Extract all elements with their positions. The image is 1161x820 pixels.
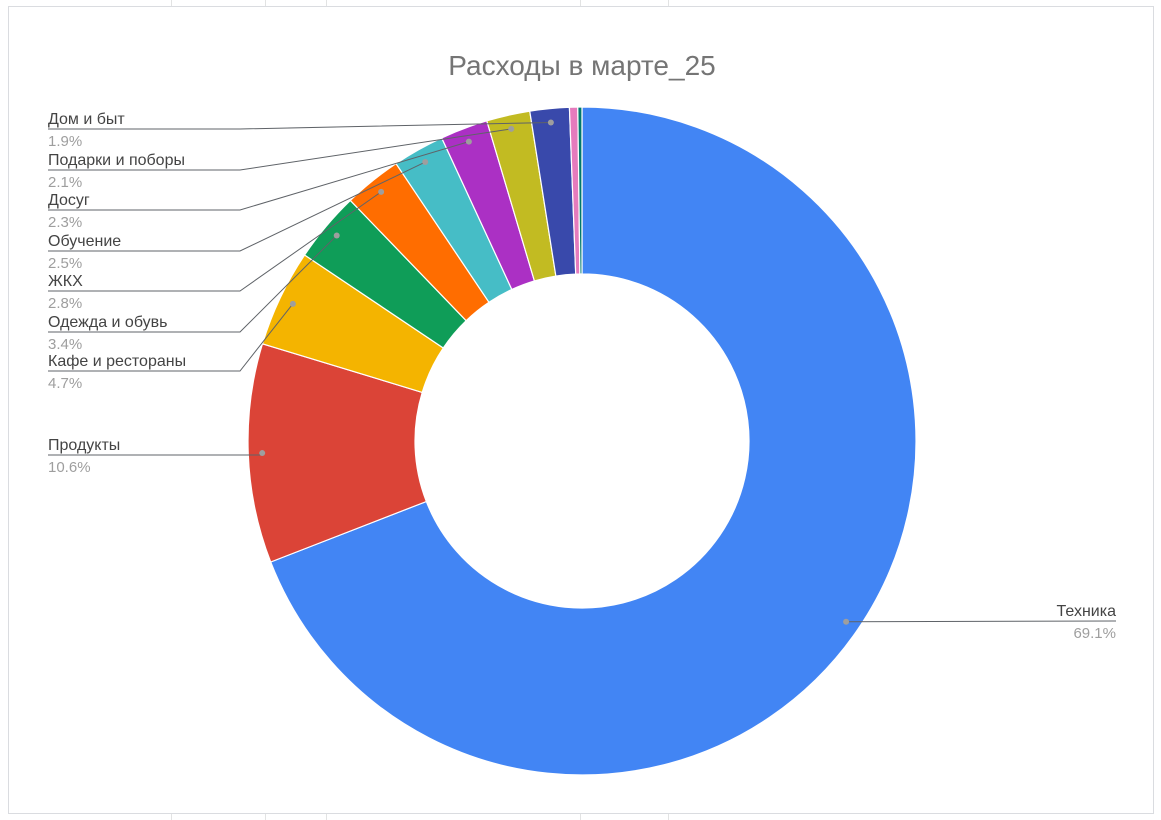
slice-percent-label: 2.8% bbox=[48, 295, 82, 312]
slice-percent-label: 2.5% bbox=[48, 255, 82, 272]
leader-line-2 bbox=[48, 303, 294, 372]
leader-dot-7 bbox=[508, 125, 515, 132]
leader-dot-4 bbox=[378, 188, 385, 195]
slice-name-label: Продукты bbox=[48, 437, 120, 454]
leader-dot-6 bbox=[465, 138, 472, 145]
slice-percent-label: 10.6% bbox=[48, 459, 91, 476]
slice-percent-label: 2.3% bbox=[48, 214, 82, 231]
slice-name-label: Дом и быт bbox=[48, 111, 125, 128]
leader-dot-0 bbox=[843, 618, 850, 625]
leader-dot-3 bbox=[333, 232, 340, 239]
slice-name-label: ЖКХ bbox=[48, 273, 83, 290]
slice-percent-label: 2.1% bbox=[48, 174, 82, 191]
slice-unlabeled-10[interactable] bbox=[577, 106, 583, 275]
slice-name-label: Одежда и обувь bbox=[48, 314, 167, 331]
leader-line-5 bbox=[48, 161, 426, 252]
slice-name-label: Досуг bbox=[48, 192, 90, 209]
slice-name-label: Техника bbox=[1057, 603, 1117, 620]
slice-name-label: Кафе и рестораны bbox=[48, 353, 186, 370]
slices-layer bbox=[247, 106, 917, 776]
leader-dot-5 bbox=[422, 159, 429, 166]
leader-dot-8 bbox=[547, 119, 554, 126]
leader-line-0 bbox=[846, 620, 1117, 623]
leader-line-7 bbox=[48, 128, 512, 171]
leader-line-6 bbox=[48, 141, 470, 211]
labels-layer: Техника 69.1% Продукты 10.6% Кафе и ресторан… bbox=[48, 111, 1116, 642]
leader-dot-1 bbox=[259, 450, 266, 457]
slice-percent-label: 1.9% bbox=[48, 133, 82, 150]
leader-line-3 bbox=[48, 235, 338, 333]
leader-line-8 bbox=[48, 122, 551, 130]
slice-percent-label: 3.4% bbox=[48, 336, 82, 353]
chart-title: Расходы в марте_25 bbox=[448, 50, 715, 81]
leader-dot-2 bbox=[289, 300, 296, 307]
slice-percent-label: 4.7% bbox=[48, 375, 82, 392]
slice-name-label: Подарки и поборы bbox=[48, 152, 185, 169]
slice-name-label: Обучение bbox=[48, 233, 121, 250]
leader-line-4 bbox=[48, 191, 382, 292]
slice-percent-label: 69.1% bbox=[1073, 625, 1116, 642]
slice-0[interactable] bbox=[269, 106, 917, 776]
leader-lines-layer bbox=[48, 119, 1117, 625]
